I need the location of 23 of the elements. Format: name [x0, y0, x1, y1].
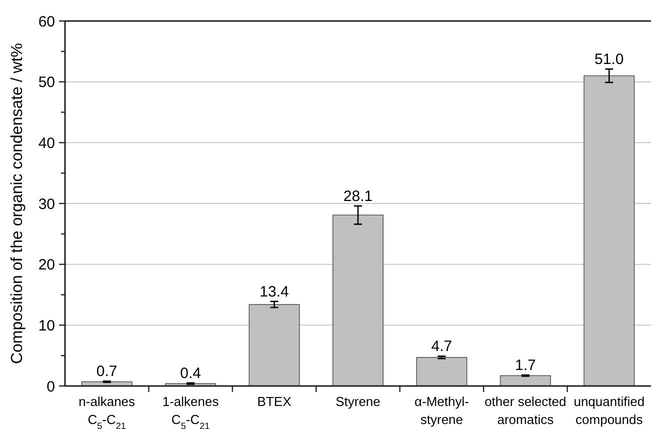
y-tick-label: 60 [38, 13, 55, 30]
x-tick-label: α-Methyl- styrene [414, 394, 469, 427]
data-label: 51.0 [594, 51, 624, 68]
bar [416, 357, 468, 386]
data-label: 4.7 [431, 338, 452, 356]
data-label: 0.7 [96, 363, 118, 380]
x-tick-label: Styrene [336, 394, 380, 409]
x-tick-label: n-alkanes C$_{5}$-C$_{21}$ [78, 394, 136, 429]
data-label: 0.4 [180, 364, 201, 382]
x-tick-label: unquantified compounds [574, 394, 645, 427]
y-axis-title: Composition of the organic condensate / wt% [9, 42, 26, 364]
y-tick-label: 40 [38, 134, 55, 152]
y-tick-label: 0 [46, 378, 55, 396]
y-tick-label: 30 [38, 196, 55, 213]
y-tick-label: 10 [38, 317, 55, 334]
data-label: 13.4 [260, 283, 289, 300]
x-tick-label: BTEX [257, 394, 292, 409]
x-tick-label: other selected aromatics [484, 394, 566, 427]
data-label: 1.7 [515, 357, 536, 374]
x-tick-label: 1-alkenes C$_{5}$-C$_{21}$ [162, 394, 220, 429]
y-tick-label: 50 [38, 74, 55, 92]
data-label: 28.1 [343, 188, 373, 205]
y-tick-label: 20 [38, 256, 55, 274]
